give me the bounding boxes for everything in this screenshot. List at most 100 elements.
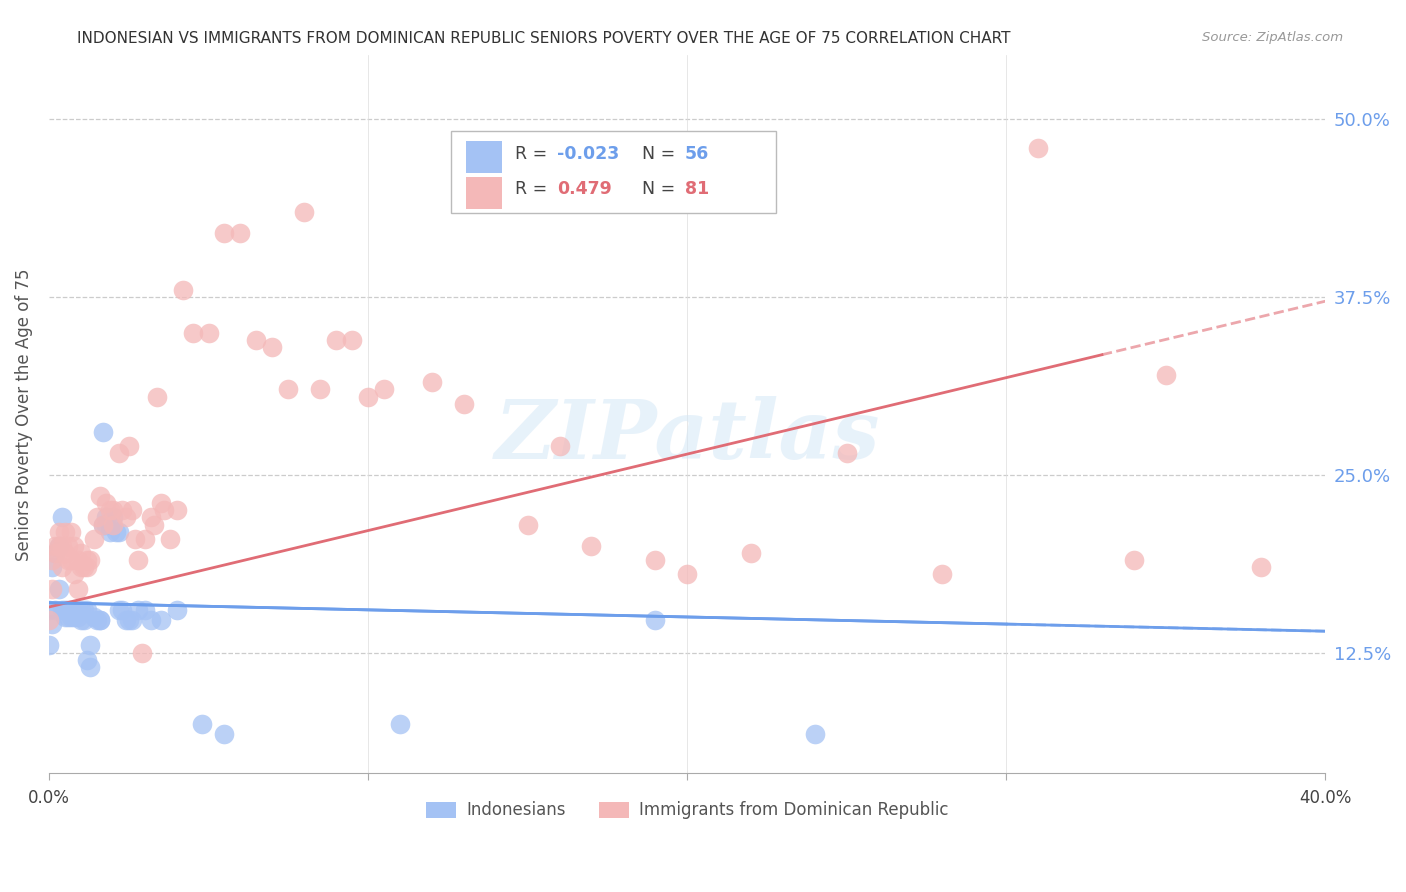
Point [73,560,96,574]
Point [51,560,73,574]
Point [1026,140,1049,154]
Text: 56: 56 [685,145,709,162]
Point [262,340,284,354]
Point [214,726,236,740]
Point [51,510,73,524]
Point [60,553,83,567]
Point [91,425,114,439]
Point [66,610,89,624]
Point [76,653,98,667]
Point [121,503,143,517]
Point [60,524,83,539]
Point [111,503,134,517]
Point [76,603,98,617]
Point [38,639,60,653]
Point [66,553,89,567]
Point [114,510,136,524]
Point [101,503,124,517]
Text: 0.479: 0.479 [557,180,612,198]
Point [118,613,141,627]
Point [172,283,194,297]
Point [73,613,96,627]
Point [48,524,70,539]
Point [44,539,66,553]
Point [108,524,131,539]
Point [96,496,118,510]
Point [108,446,131,460]
Point [124,532,146,546]
Point [143,517,166,532]
Point [89,489,111,503]
Point [118,439,141,453]
Point [159,532,181,546]
Point [166,603,188,617]
Point [79,659,101,673]
Point [420,376,443,390]
Point [131,646,153,660]
Point [56,610,79,624]
Point [66,603,89,617]
Bar [467,141,502,173]
Point [309,383,332,397]
Point [86,613,108,627]
Point [96,510,118,524]
Point [101,517,124,532]
FancyBboxPatch shape [451,130,776,213]
Point [63,603,86,617]
Point [166,503,188,517]
Bar [467,177,502,209]
Point [245,333,267,347]
Point [51,539,73,553]
Point [44,546,66,560]
Point [89,613,111,627]
Point [153,503,176,517]
Point [357,390,380,404]
Point [149,613,172,627]
Point [931,567,953,582]
Y-axis label: Seniors Poverty Over the Age of 75: Seniors Poverty Over the Age of 75 [15,268,32,560]
Point [48,582,70,596]
Point [98,524,121,539]
Point [63,610,86,624]
Point [89,613,111,627]
Point [44,546,66,560]
Point [149,496,172,510]
Point [98,503,121,517]
Point [121,613,143,627]
Point [41,553,63,567]
Point [114,613,136,627]
Point [191,716,214,731]
Point [53,603,76,617]
Point [1154,368,1177,383]
Text: R =: R = [515,180,558,198]
Point [66,582,89,596]
Point [277,383,299,397]
Point [548,439,571,453]
Point [53,610,76,624]
Point [325,333,347,347]
Point [63,567,86,582]
Text: R =: R = [515,145,553,162]
Point [1250,560,1272,574]
Point [108,603,131,617]
Point [56,539,79,553]
Point [214,226,236,240]
Point [70,603,93,617]
Point [803,726,825,740]
Text: ZIPatlas: ZIPatlas [495,396,880,475]
Text: N =: N = [643,145,682,162]
Point [38,613,60,627]
Point [644,613,666,627]
Legend: Indonesians, Immigrants from Dominican Republic: Indonesians, Immigrants from Dominican R… [419,795,955,826]
Point [229,226,252,240]
Point [56,553,79,567]
Point [41,560,63,574]
Point [63,539,86,553]
Point [70,546,93,560]
Point [740,546,762,560]
Text: Source: ZipAtlas.com: Source: ZipAtlas.com [1202,31,1343,45]
Point [644,553,666,567]
Point [835,446,858,460]
Point [48,539,70,553]
Point [197,326,219,340]
